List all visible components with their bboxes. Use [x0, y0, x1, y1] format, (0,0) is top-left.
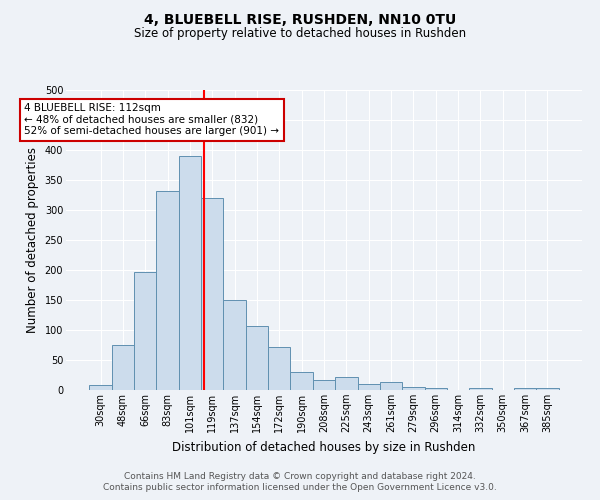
Bar [179, 156, 201, 390]
Bar [536, 388, 559, 390]
Bar [201, 198, 223, 390]
Text: 4 BLUEBELL RISE: 112sqm
← 48% of detached houses are smaller (832)
52% of semi-d: 4 BLUEBELL RISE: 112sqm ← 48% of detache… [25, 103, 280, 136]
Bar [223, 300, 246, 390]
Bar [112, 345, 134, 390]
Bar [380, 382, 402, 390]
Bar [514, 388, 536, 390]
Bar [89, 385, 112, 390]
Bar [157, 191, 179, 390]
Bar [402, 387, 425, 390]
Text: Size of property relative to detached houses in Rushden: Size of property relative to detached ho… [134, 28, 466, 40]
Bar [268, 347, 290, 390]
Bar [313, 380, 335, 390]
Bar [290, 372, 313, 390]
Y-axis label: Number of detached properties: Number of detached properties [26, 147, 39, 333]
X-axis label: Distribution of detached houses by size in Rushden: Distribution of detached houses by size … [172, 440, 476, 454]
Text: Contains HM Land Registry data © Crown copyright and database right 2024.: Contains HM Land Registry data © Crown c… [124, 472, 476, 481]
Bar [425, 388, 447, 390]
Bar [469, 388, 491, 390]
Text: Contains public sector information licensed under the Open Government Licence v3: Contains public sector information licen… [103, 484, 497, 492]
Bar [358, 384, 380, 390]
Bar [246, 326, 268, 390]
Text: 4, BLUEBELL RISE, RUSHDEN, NN10 0TU: 4, BLUEBELL RISE, RUSHDEN, NN10 0TU [144, 12, 456, 26]
Bar [335, 378, 358, 390]
Bar [134, 272, 157, 390]
